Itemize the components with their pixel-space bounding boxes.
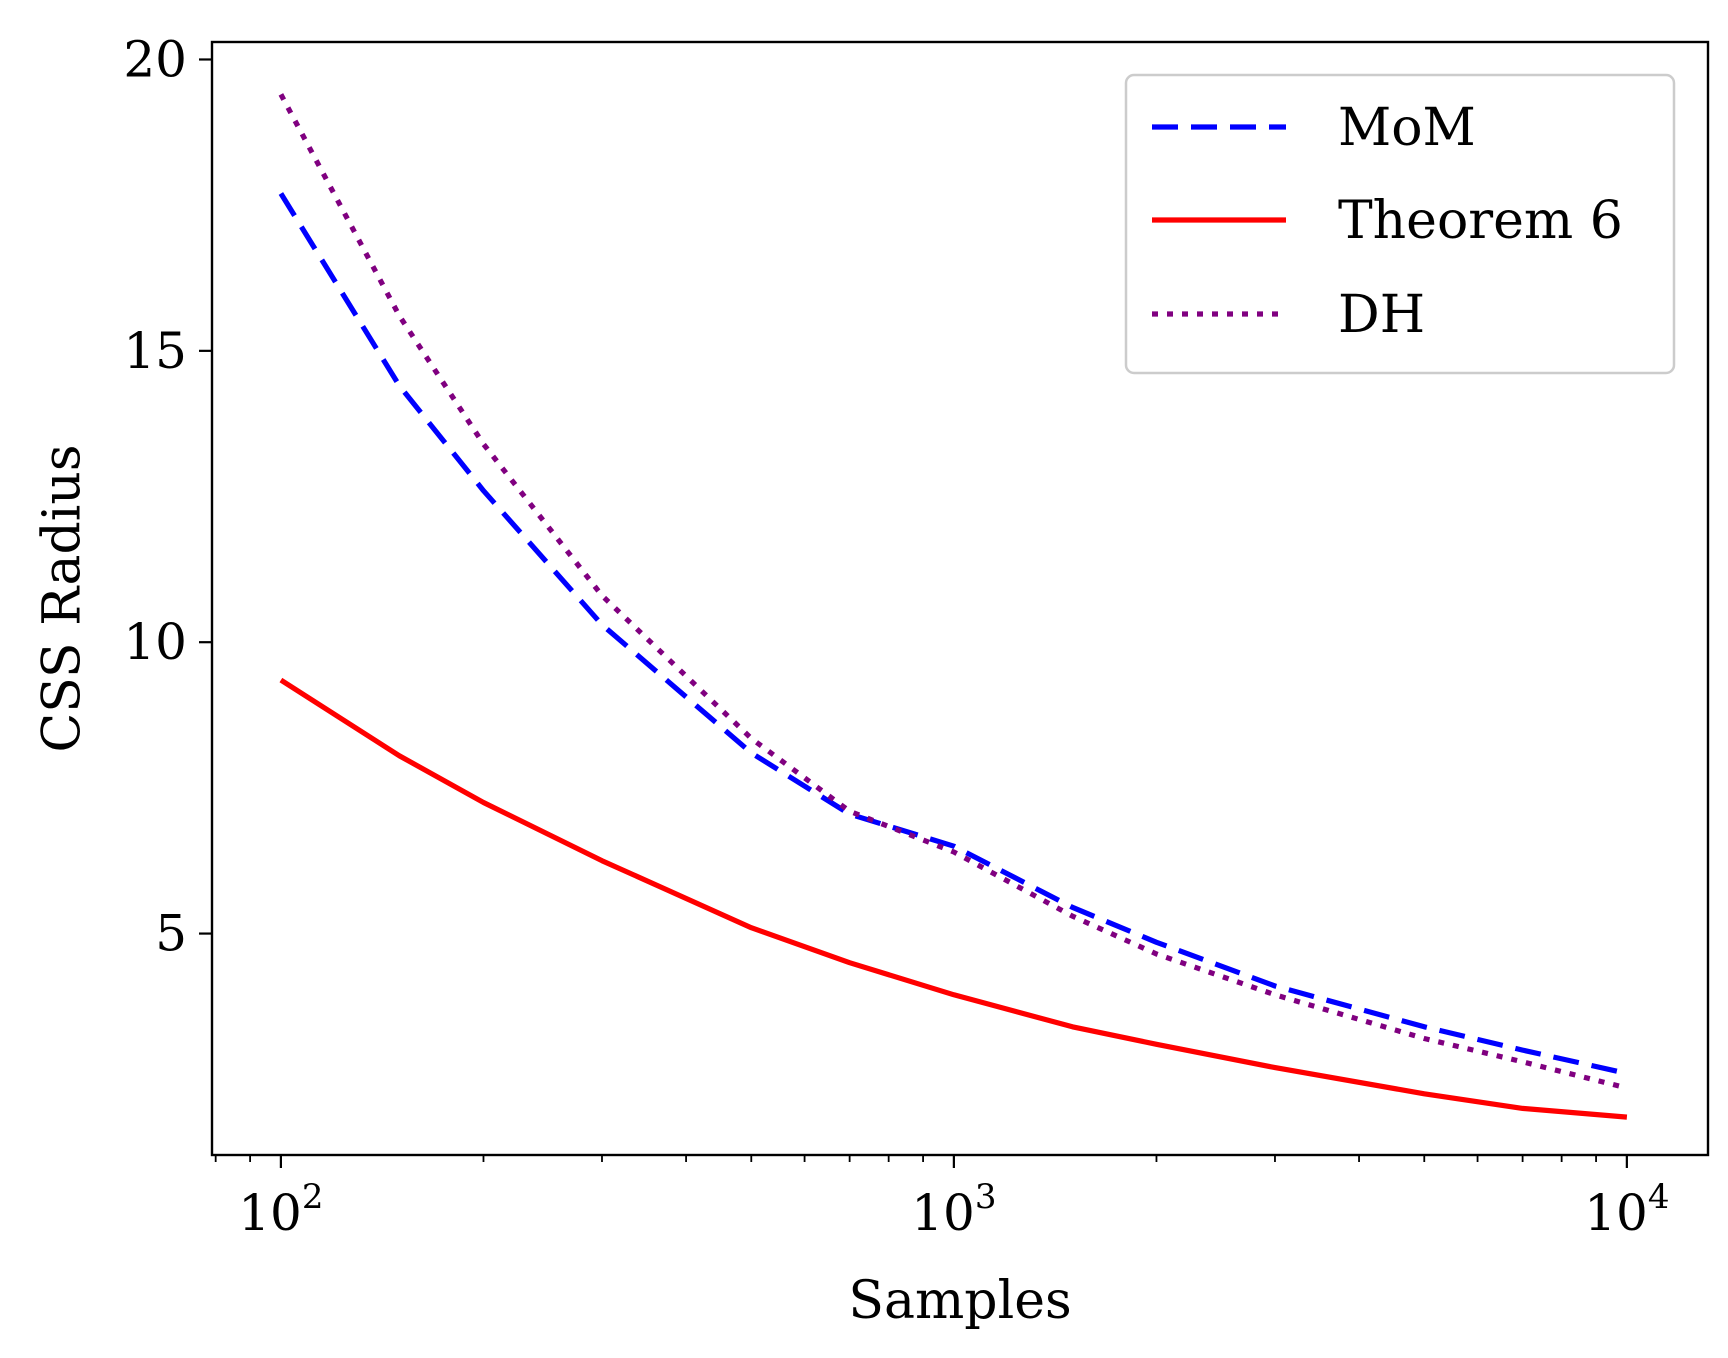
y-axis-title: CSS Radius — [33, 444, 93, 752]
legend: MoM Theorem 6 DH — [1124, 73, 1676, 375]
legend-box — [1124, 73, 1676, 375]
plot-frame — [210, 40, 1710, 1157]
series-line-1 — [279, 677, 1628, 1120]
y-axis-ticks: 5 10 15 20 — [123, 30, 212, 963]
legend-label-0: MoM — [1338, 98, 1476, 158]
x-tick-label: 104 — [1584, 1177, 1669, 1242]
plot-series — [278, 93, 1628, 1120]
x-tick-label: 103 — [911, 1177, 996, 1242]
y-tick-label: 10 — [123, 613, 187, 671]
x-axis-title: Samples — [848, 1271, 1071, 1331]
series-line-2 — [278, 93, 1628, 1091]
legend-label-1: Theorem 6 — [1338, 191, 1623, 251]
y-tick-label: 5 — [155, 905, 187, 963]
series-line-0 — [278, 192, 1628, 1076]
y-tick-label: 15 — [123, 322, 187, 380]
x-tick-label: 102 — [238, 1177, 323, 1242]
y-tick-label: 20 — [123, 30, 187, 88]
x-axis-ticks: 102 103 104 — [214, 1155, 1669, 1242]
legend-label-2: DH — [1338, 285, 1425, 345]
